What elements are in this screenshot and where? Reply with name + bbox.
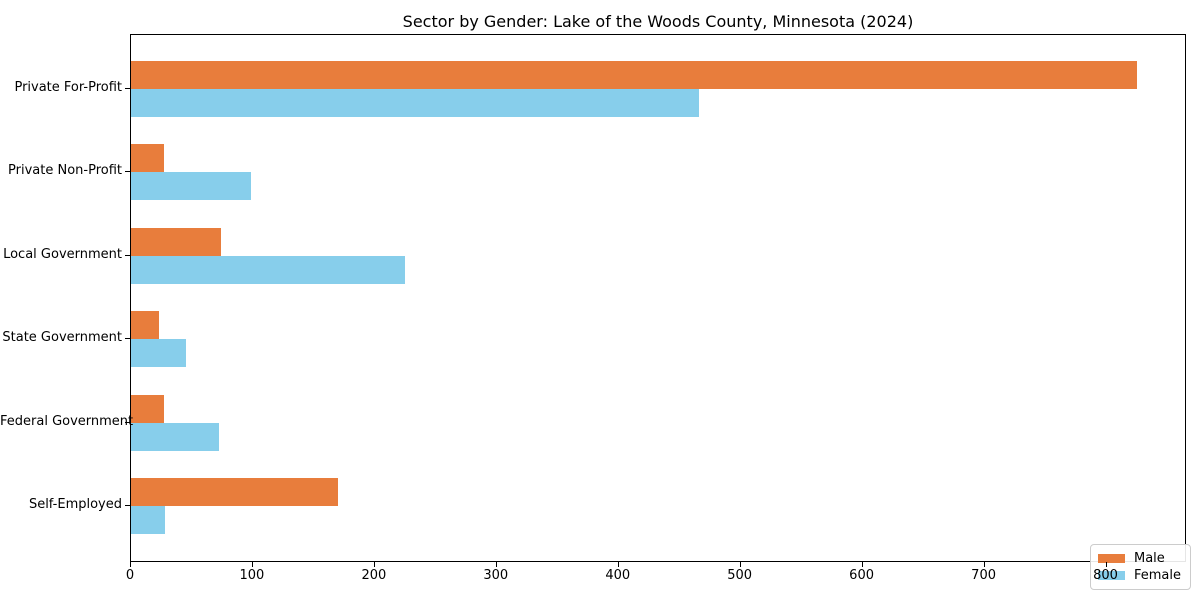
legend-item-female: Female [1097,567,1181,584]
y-tick-mark [125,254,130,256]
x-tick-mark [617,562,619,567]
x-axis-label: 600 [849,568,874,583]
legend-label: Male [1133,551,1165,566]
legend-label: Female [1133,568,1181,583]
y-tick-mark [125,171,130,172]
legend-swatch-male [1097,554,1125,563]
x-axis-label: 100 [239,568,265,583]
y-axis-label: Private For-Profit [14,79,122,95]
bar-female-private-non-profit [131,172,251,200]
x-tick-mark [1105,562,1107,567]
bar-male-self-employed [131,478,339,506]
y-axis-label: State Government [2,330,122,345]
x-axis-label: 800 [1093,568,1118,583]
legend-swatch-female [1097,571,1125,580]
x-tick-mark [861,562,863,567]
x-axis-label: 300 [483,568,509,583]
bar-male-private-for-profit [131,60,1137,89]
x-tick-mark [983,562,985,567]
bar-female-self-employed [131,506,166,534]
bar-male-state-government [131,311,159,339]
y-axis-label: Private Non-Profit [8,163,122,178]
x-tick-mark [495,562,497,567]
y-tick-mark [125,421,130,423]
y-tick-mark [125,87,130,89]
y-tick-mark [125,505,130,506]
bar-female-private-for-profit [131,88,700,117]
bar-male-private-non-profit [131,144,164,172]
chart-title: Sector by Gender: Lake of the Woods Coun… [402,12,914,31]
x-axis-label: 400 [605,568,631,583]
y-axis-label: Local Government [3,246,122,262]
bar-female-local-government [131,255,406,284]
x-axis-label: 500 [727,568,753,583]
legend-item-male: Male [1097,550,1181,567]
legend: Male Female [1089,544,1191,590]
y-tick-mark [125,338,130,339]
bar-female-federal-government [131,422,219,451]
x-axis-label: 0 [125,568,135,583]
x-tick-mark [251,562,253,567]
bar-male-federal-government [131,394,164,423]
x-tick-mark [739,562,741,567]
y-axis-label: Federal Government [0,413,134,429]
x-axis-label: 200 [361,568,387,583]
x-tick-mark [130,562,131,567]
y-axis-label: Self-Employed [28,497,122,512]
x-tick-mark [373,562,375,567]
bar-female-state-government [131,339,186,367]
plot-area [130,34,1186,562]
x-axis-label: 700 [971,568,996,583]
bar-male-local-government [131,227,222,256]
